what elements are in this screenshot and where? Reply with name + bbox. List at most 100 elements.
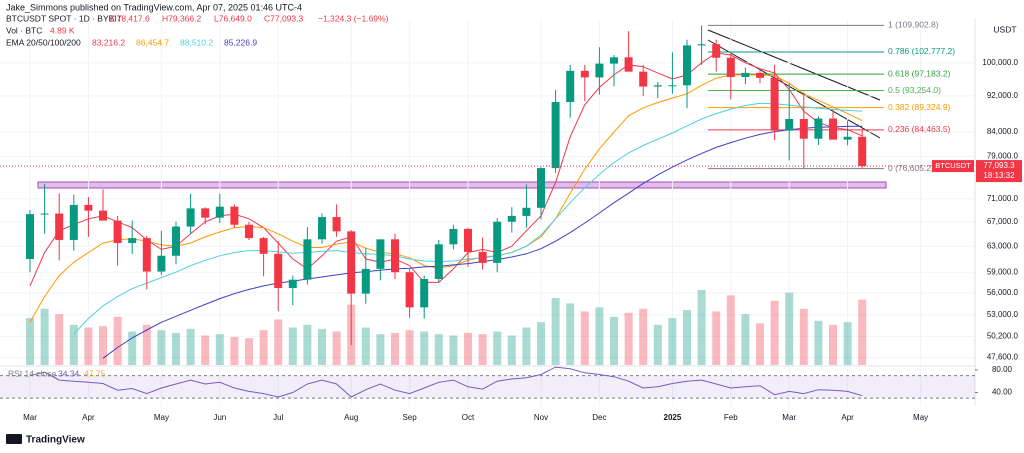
- candle-body: [624, 57, 633, 72]
- candle-body: [580, 70, 589, 78]
- volume-bar: [215, 334, 224, 365]
- volume-bar: [420, 331, 429, 365]
- x-tick-label: Apr: [841, 413, 854, 422]
- trend-line: [707, 29, 881, 101]
- candle-body: [420, 279, 429, 308]
- volume-bar: [26, 318, 34, 365]
- candle-body: [478, 251, 487, 263]
- candle-body: [697, 44, 706, 46]
- volume-bar: [245, 338, 253, 365]
- currency: USDT: [993, 24, 1016, 34]
- volume-bar: [756, 323, 764, 365]
- volume-bar: [843, 322, 852, 365]
- volume-bar: [785, 292, 794, 365]
- volume-bar: [318, 328, 326, 365]
- candle-body: [128, 238, 137, 244]
- volume-bar: [858, 299, 867, 365]
- support-zone: [37, 181, 887, 189]
- candle-body: [405, 272, 414, 308]
- candle-body: [858, 136, 867, 167]
- candle-body: [230, 206, 239, 225]
- main-pane: 100,000.0 92,000.0 84,000.0 79,000.0 71,000.…: [0, 20, 1019, 422]
- ema-line: [29, 74, 863, 323]
- candle-body: [770, 77, 779, 131]
- volume-bar: [668, 318, 677, 365]
- volume-bar: [683, 310, 691, 365]
- candle-body: [726, 57, 735, 77]
- price-tag-text: 77,093.3: [983, 161, 1015, 170]
- volume-bar: [391, 332, 399, 365]
- candle-body: [84, 204, 93, 211]
- candle-body: [537, 168, 545, 208]
- x-tick-label: Jun: [213, 413, 226, 422]
- volume-bar: [449, 335, 458, 365]
- volume-bar: [610, 316, 618, 365]
- volume-bar: [332, 331, 341, 365]
- candle-body: [288, 279, 297, 289]
- volume-bar: [566, 303, 575, 365]
- rsi-value: 34.34: [58, 368, 80, 378]
- volume-value: 4.89 K: [50, 25, 75, 35]
- candle-body: [434, 244, 443, 280]
- fib-label: 0 (76,605.2): [888, 163, 934, 173]
- y-tick-label: 56,000.0: [987, 288, 1019, 297]
- y-tick-label: 84,000.0: [987, 127, 1019, 136]
- volume-bar: [507, 335, 516, 365]
- volume-bar: [142, 324, 151, 365]
- candle-body: [201, 208, 210, 218]
- fib-label: 1 (109,902.8): [888, 20, 939, 30]
- ema-value: 88,510.2: [180, 37, 213, 47]
- rsi-tick-label: 80.00: [992, 365, 1013, 374]
- candle-body: [142, 238, 151, 272]
- candle-body: [449, 228, 458, 245]
- volume-bar: [770, 300, 779, 365]
- candle-body: [785, 119, 794, 131]
- volume-bar: [172, 332, 180, 365]
- x-tick-label: Mar: [23, 413, 37, 422]
- volume-bar: [157, 330, 166, 365]
- volume-bar: [186, 328, 195, 365]
- x-tick-label: Jul: [273, 413, 283, 422]
- candle-body: [332, 217, 341, 232]
- volume-bar: [405, 330, 414, 365]
- volume-bar: [799, 308, 808, 365]
- x-tick-label: Oct: [462, 413, 475, 422]
- candle-body: [172, 226, 180, 256]
- volume-bar: [69, 324, 78, 365]
- candle-body: [259, 238, 268, 254]
- rsi-tick-label: 40.00: [992, 388, 1013, 397]
- volume-bar: [639, 308, 648, 365]
- volume-bar: [303, 324, 312, 365]
- candle-body: [799, 119, 808, 139]
- rsi-title: RSI 14 close: [8, 368, 56, 378]
- candle-body: [566, 70, 575, 103]
- candle-body: [391, 239, 399, 273]
- candle-body: [712, 44, 721, 58]
- volume-bar: [580, 311, 589, 365]
- volume-label: Vol · BTC: [6, 25, 42, 35]
- candle-body: [741, 72, 750, 77]
- x-tick-label: Feb: [724, 413, 738, 422]
- volume-bar: [814, 320, 823, 365]
- y-tick-label: 67,000.0: [987, 217, 1019, 226]
- x-tick-label: May: [154, 413, 169, 422]
- volume-bar: [259, 330, 268, 365]
- y-tick-label: 79,000.0: [987, 151, 1019, 160]
- volume-bar: [829, 324, 837, 365]
- y-tick-label: 92,000.0: [987, 91, 1019, 100]
- publisher: Jake_Simmons published on TradingView.co…: [6, 2, 302, 12]
- candle-body: [26, 214, 34, 259]
- volume-bar: [478, 334, 487, 365]
- symbol-tag: [932, 160, 974, 173]
- x-tick-label: Sep: [402, 413, 417, 422]
- volume-bar: [712, 311, 721, 365]
- candle-body: [668, 85, 677, 87]
- candle-body: [595, 63, 604, 78]
- x-tick-label: Dec: [592, 413, 606, 422]
- volume-bar: [697, 290, 706, 365]
- candle-body: [99, 210, 107, 221]
- volume-bar: [84, 327, 93, 365]
- x-tick-label: Mar: [782, 413, 796, 422]
- low: L76,649.0: [214, 13, 252, 23]
- x-tick-label: Aug: [344, 413, 358, 422]
